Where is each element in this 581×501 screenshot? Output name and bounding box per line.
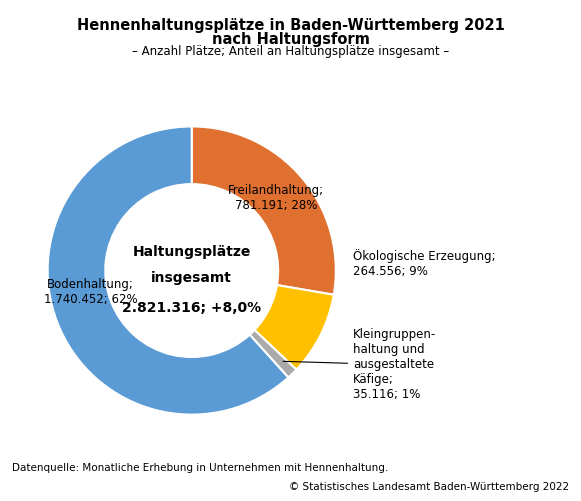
Wedge shape xyxy=(48,126,288,415)
Wedge shape xyxy=(250,330,296,377)
Text: – Anzahl Plätze; Anteil an Haltungsplätze insgesamt –: – Anzahl Plätze; Anteil an Haltungsplätz… xyxy=(132,45,449,58)
Text: Datenquelle: Monatliche Erhebung in Unternehmen mit Hennenhaltung.: Datenquelle: Monatliche Erhebung in Unte… xyxy=(12,463,388,473)
Text: Haltungsplätze: Haltungsplätze xyxy=(132,245,251,259)
Text: © Statistisches Landesamt Baden-Württemberg 2022: © Statistisches Landesamt Baden-Württemb… xyxy=(289,482,569,492)
Text: nach Haltungsform: nach Haltungsform xyxy=(211,32,370,47)
Wedge shape xyxy=(254,285,333,370)
Text: insgesamt: insgesamt xyxy=(151,271,232,285)
Text: Hennenhaltungsplätze in Baden-Württemberg 2021: Hennenhaltungsplätze in Baden-Württember… xyxy=(77,18,504,33)
Wedge shape xyxy=(192,126,336,295)
Text: Freilandhaltung;
781.191; 28%: Freilandhaltung; 781.191; 28% xyxy=(228,184,324,212)
Text: Ökologische Erzeugung;
264.556; 9%: Ökologische Erzeugung; 264.556; 9% xyxy=(353,249,496,278)
Text: Bodenhaltung;
1.740.452; 62%: Bodenhaltung; 1.740.452; 62% xyxy=(44,279,137,306)
Text: Kleingruppen-
haltung und
ausgestaltete
Käfige;
35.116; 1%: Kleingruppen- haltung und ausgestaltete … xyxy=(283,328,436,401)
Text: 2.821.316; +8,0%: 2.821.316; +8,0% xyxy=(122,301,261,315)
